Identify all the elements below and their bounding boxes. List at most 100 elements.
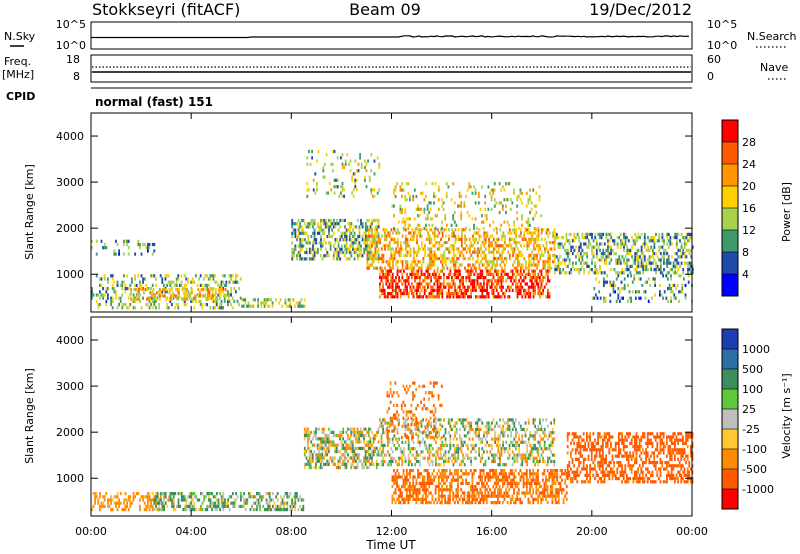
range-gate-cell: [221, 306, 223, 309]
range-gate-cell: [207, 291, 209, 294]
range-gate-cell: [476, 227, 478, 230]
range-gate-cell: [274, 502, 276, 505]
range-gate-cell: [546, 228, 548, 231]
range-gate-cell: [494, 460, 496, 463]
range-gate-cell: [357, 447, 359, 450]
range-gate-cell: [521, 286, 523, 289]
range-gate-cell: [311, 257, 313, 260]
range-gate-cell: [452, 182, 454, 185]
range-gate-cell: [430, 279, 432, 282]
range-gate-cell: [170, 495, 172, 498]
range-gate-cell: [398, 475, 400, 478]
range-gate-cell: [367, 260, 369, 263]
range-gate-cell: [328, 450, 330, 453]
range-gate-cell: [623, 233, 625, 236]
range-gate-cell: [539, 289, 541, 292]
range-gate-cell: [336, 222, 338, 225]
range-gate-cell: [406, 482, 408, 485]
range-gate-cell: [610, 246, 612, 249]
range-gate-cell: [166, 303, 168, 306]
range-gate-cell: [352, 440, 354, 443]
range-gate-cell: [339, 466, 341, 469]
range-gate-cell: [318, 150, 320, 153]
range-gate-cell: [386, 238, 388, 241]
range-gate-cell: [485, 247, 487, 250]
range-gate-cell: [332, 169, 334, 172]
range-gate-cell: [493, 263, 495, 266]
range-gate-cell: [139, 243, 141, 246]
range-gate-cell: [212, 294, 214, 297]
range-gate-cell: [343, 232, 345, 235]
range-gate-cell: [155, 505, 157, 508]
range-gate-cell: [633, 277, 635, 280]
range-gate-cell: [567, 255, 569, 258]
range-gate-cell: [431, 267, 433, 270]
range-gate-cell: [406, 475, 408, 478]
range-gate-cell: [368, 219, 370, 222]
range-gate-cell: [283, 508, 285, 511]
range-gate-cell: [136, 492, 138, 495]
range-gate-cell: [375, 232, 377, 235]
range-gate-cell: [387, 247, 389, 250]
range-gate-cell: [99, 297, 101, 300]
range-gate-cell: [343, 166, 345, 169]
range-gate-cell: [400, 295, 402, 298]
range-gate-cell: [430, 482, 432, 485]
range-gate-cell: [424, 457, 426, 460]
range-gate-cell: [588, 265, 590, 268]
range-gate-cell: [521, 214, 523, 217]
range-gate-cell: [301, 298, 303, 301]
range-gate-cell: [432, 244, 434, 247]
range-gate-cell: [405, 247, 407, 250]
range-gate-cell: [261, 495, 263, 498]
range-gate-cell: [435, 182, 437, 185]
range-gate-cell: [367, 229, 369, 232]
range-gate-cell: [312, 241, 314, 244]
range-gate-cell: [358, 163, 360, 166]
range-gate-cell: [517, 260, 519, 263]
range-gate-cell: [147, 505, 149, 508]
range-gate-cell: [622, 287, 624, 290]
range-gate-cell: [355, 437, 357, 440]
range-gate-cell: [378, 238, 380, 241]
range-gate-cell: [400, 491, 402, 494]
range-gate-cell: [461, 263, 463, 266]
range-gate-cell: [395, 185, 397, 188]
range-gate-cell: [520, 273, 522, 276]
range-gate-cell: [343, 195, 345, 198]
range-gate-cell: [351, 225, 353, 228]
range-gate-cell: [112, 284, 114, 287]
range-gate-cell: [126, 287, 128, 290]
range-gate-cell: [169, 291, 171, 294]
range-gate-cell: [188, 294, 190, 297]
range-gate-cell: [599, 268, 601, 271]
range-gate-cell: [200, 303, 202, 306]
range-gate-cell: [539, 195, 541, 198]
range-gate-cell: [395, 195, 397, 198]
range-gate-cell: [625, 262, 627, 265]
range-gate-cell: [470, 463, 472, 466]
range-gate-cell: [528, 289, 530, 292]
range-gate-cell: [441, 295, 443, 298]
range-gate-cell: [438, 418, 440, 421]
range-gate-cell: [389, 282, 391, 285]
range-gate-cell: [445, 438, 447, 441]
range-gate-cell: [351, 251, 353, 254]
range-gate-cell: [535, 247, 537, 250]
range-gate-cell: [377, 192, 379, 195]
range-gate-cell: [499, 228, 501, 231]
range-gate-cell: [169, 284, 171, 287]
range-gate-cell: [536, 267, 538, 270]
range-gate-cell: [389, 438, 391, 441]
range-gate-cell: [166, 274, 168, 277]
range-gate-cell: [475, 295, 477, 298]
range-gate-cell: [547, 292, 549, 295]
range-gate-cell: [360, 219, 362, 222]
range-gate-cell: [109, 498, 111, 501]
range-gate-cell: [547, 425, 549, 428]
range-gate-cell: [523, 257, 525, 260]
range-gate-cell: [534, 276, 536, 279]
range-gate-cell: [649, 258, 651, 261]
range-gate-cell: [486, 273, 488, 276]
range-gate-cell: [265, 298, 267, 301]
